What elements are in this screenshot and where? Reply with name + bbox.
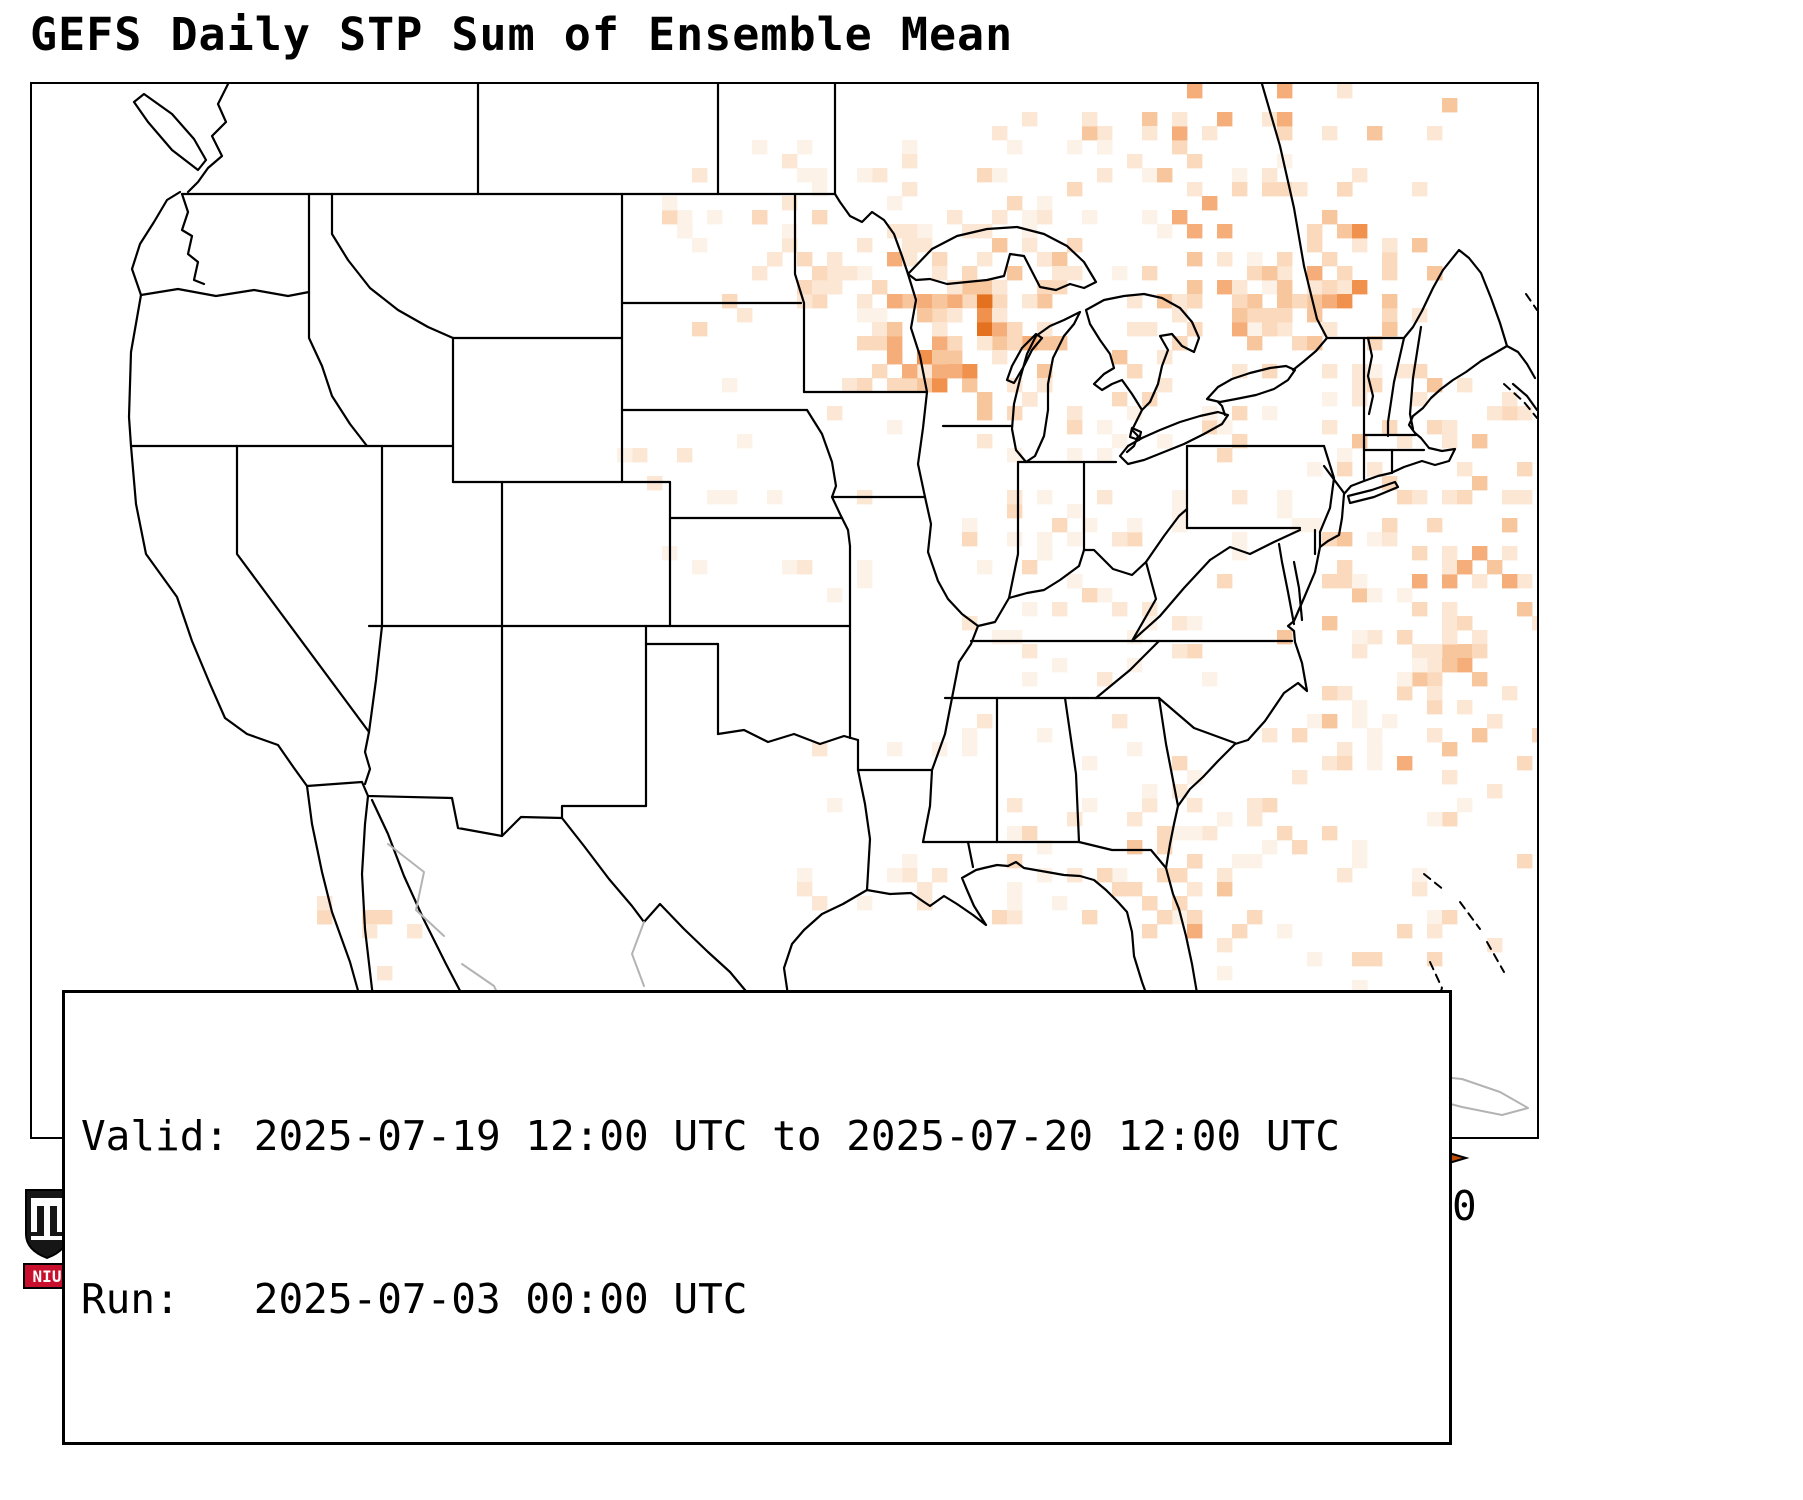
map-frame: Valid: 2025-07-19 12:00 UTC to 2025-07-2… bbox=[30, 82, 1539, 1445]
stp-heatmap-cells bbox=[317, 84, 1537, 1079]
map-geography bbox=[127, 84, 1537, 1137]
niu-text: NIU bbox=[33, 1267, 62, 1286]
run-line: Run: 2025-07-03 00:00 UTC bbox=[81, 1274, 748, 1323]
figure-title: GEFS Daily STP Sum of Ensemble Mean bbox=[30, 8, 1014, 61]
valid-line: Valid: 2025-07-19 12:00 UTC to 2025-07-2… bbox=[81, 1112, 1340, 1161]
conus-map bbox=[127, 84, 1537, 1137]
valid-run-info-box: Valid: 2025-07-19 12:00 UTC to 2025-07-2… bbox=[62, 990, 1452, 1445]
